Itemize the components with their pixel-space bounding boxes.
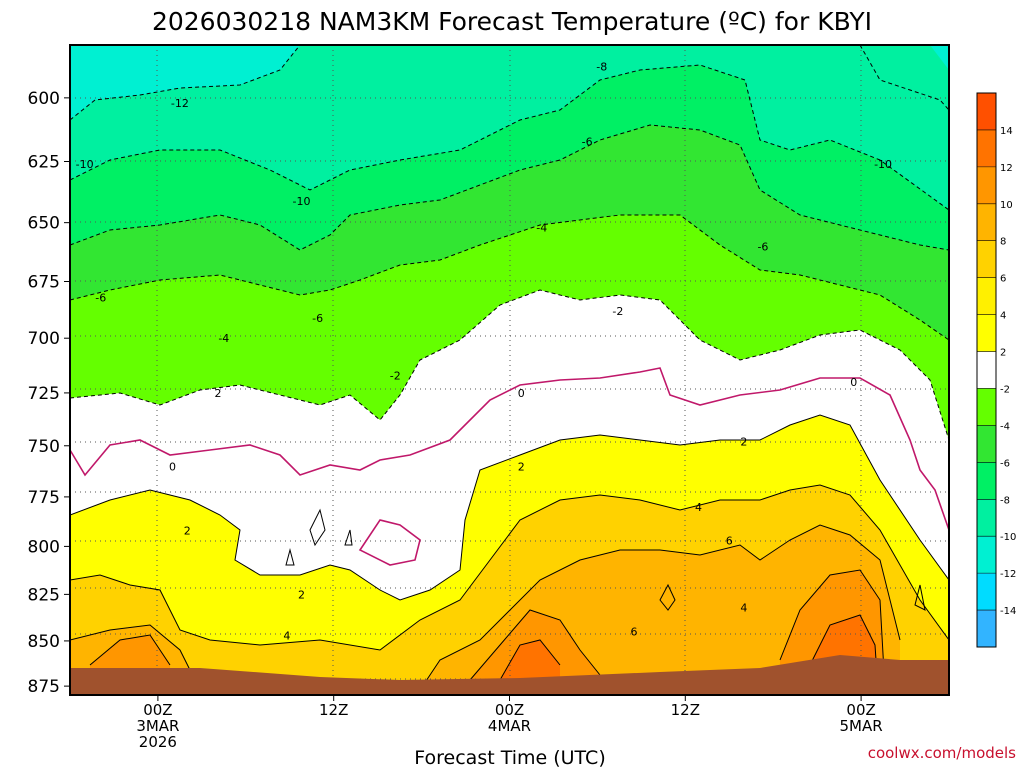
- colorbar-tick-label: -4: [1000, 421, 1010, 432]
- colorbar-segment: [977, 203, 996, 241]
- contour-label: -6: [312, 312, 323, 325]
- plot-area: -12 -10 -10 -10 -8 -6 -6 -6 -6 -4 -4 -2 -2 2 0 0 0 2 2 2 2 4 4…: [70, 45, 949, 695]
- contour-label: -4: [536, 221, 547, 234]
- contour-label: 6: [631, 626, 638, 639]
- colorbar-segment: [977, 129, 996, 167]
- y-tick-label: 850: [28, 632, 60, 652]
- colorbar-segment: [977, 610, 996, 647]
- colorbar-tick-label: 10: [1000, 200, 1013, 211]
- colorbar-tick-label: -2: [1000, 384, 1010, 395]
- contour-label: 4: [283, 629, 290, 642]
- contour-label: -2: [390, 370, 401, 383]
- colorbar-segment: [977, 499, 996, 537]
- colorbar-segment: [977, 425, 996, 463]
- colorbar-segment: [977, 240, 996, 278]
- contour-label: 4: [695, 501, 702, 514]
- colorbar-tick-label: 8: [1000, 237, 1006, 248]
- band-plus-6: [70, 525, 900, 695]
- y-tick-label: 875: [28, 677, 60, 697]
- contour-label: -4: [218, 332, 229, 345]
- colorbar-tick-label: 4: [1000, 311, 1006, 322]
- grid: [70, 45, 949, 695]
- colorbar-segment: [977, 573, 996, 611]
- y-tick-label: 750: [28, 437, 60, 457]
- x-tick-label: 4MAR: [488, 717, 531, 735]
- colorbar-segment: [977, 277, 996, 315]
- negative-contours: [70, 45, 949, 441]
- x-tick-label: 00Z: [846, 701, 875, 719]
- colorbar-segment: [977, 462, 996, 500]
- y-axis: 600 625 650 675 700 725 750 775 800 825 850 875: [28, 89, 70, 697]
- y-tick-label: 700: [28, 329, 60, 349]
- y-tick-label: 625: [28, 153, 60, 173]
- contour-label: 4: [740, 602, 747, 615]
- contour-label: 2: [184, 525, 191, 538]
- colorbar-tick-label: 12: [1000, 163, 1013, 174]
- colorbar-segment: [977, 351, 996, 389]
- colorbar-segment: [977, 166, 996, 204]
- colorbar-tick-label: 6: [1000, 274, 1006, 285]
- contour-label: -6: [757, 240, 768, 253]
- colorbar-segment: [977, 93, 996, 130]
- colorbar-frame: [976, 92, 997, 648]
- contour-label: 2: [214, 387, 221, 400]
- surface-terrain: [70, 655, 949, 695]
- x-tick-label: 12Z: [671, 701, 700, 719]
- contour-label: 2: [298, 588, 305, 601]
- contour-label: 0: [518, 387, 525, 400]
- contour-label: -12: [171, 97, 189, 110]
- contour-label: 2: [740, 436, 747, 449]
- contour-label: -10: [292, 195, 310, 208]
- colorbar-segment: [977, 314, 996, 352]
- colorbar: 14 12 10 8 6 4 2 -2 -4 -6 -8 -10 -12 -14: [976, 92, 1016, 648]
- contour-label: 6: [726, 535, 733, 548]
- colorbar-segment: [977, 388, 996, 426]
- y-tick-label: 650: [28, 214, 60, 234]
- y-tick-label: 600: [28, 89, 60, 109]
- colorbar-tick-label: -6: [1000, 458, 1010, 469]
- contour-label: -10: [874, 158, 892, 171]
- y-tick-label: 825: [28, 585, 60, 605]
- colorbar-tick-label: -8: [1000, 495, 1010, 506]
- x-tick-label: 00Z: [495, 701, 524, 719]
- contour-labels: -12 -10 -10 -10 -8 -6 -6 -6 -6 -4 -4 -2 -2 2 0 0 0 2 2 2 2 4 4…: [76, 60, 892, 642]
- contour-label: -8: [596, 60, 607, 73]
- y-tick-label: 675: [28, 272, 60, 292]
- positive-contours: [70, 414, 949, 691]
- x-tick-label: 5MAR: [840, 717, 883, 735]
- contour-label: 2: [518, 460, 525, 473]
- contour-label: 0: [850, 376, 857, 389]
- y-tick-label: 775: [28, 488, 60, 508]
- colorbar-segment: [977, 536, 996, 574]
- x-tick-label: 00Z: [143, 701, 172, 719]
- colorbar-tick-label: 14: [1000, 126, 1013, 137]
- colorbar-tick-label: -12: [1000, 569, 1016, 580]
- contour-label: 0: [169, 460, 176, 473]
- colorbar-tick-label: 2: [1000, 348, 1006, 359]
- colorbar-tick-label: -14: [1000, 606, 1016, 617]
- contour-label: -6: [95, 292, 106, 305]
- x-axis-label: Forecast Time (UTC): [414, 747, 605, 768]
- x-tick-label: 2026: [139, 733, 177, 751]
- contour-label: -6: [582, 135, 593, 148]
- credit-text: coolwx.com/models: [868, 744, 1016, 762]
- y-tick-label: 800: [28, 537, 60, 557]
- x-tick-label: 3MAR: [136, 717, 179, 735]
- x-tick-label: 12Z: [319, 701, 348, 719]
- contour-label: -10: [76, 158, 94, 171]
- chart-title: 2026030218 NAM3KM Forecast Temperature (…: [152, 7, 872, 36]
- contour-label: -2: [612, 305, 623, 318]
- colorbar-tick-label: -10: [1000, 532, 1016, 543]
- freezing-line: [70, 367, 949, 566]
- y-tick-label: 725: [28, 384, 60, 404]
